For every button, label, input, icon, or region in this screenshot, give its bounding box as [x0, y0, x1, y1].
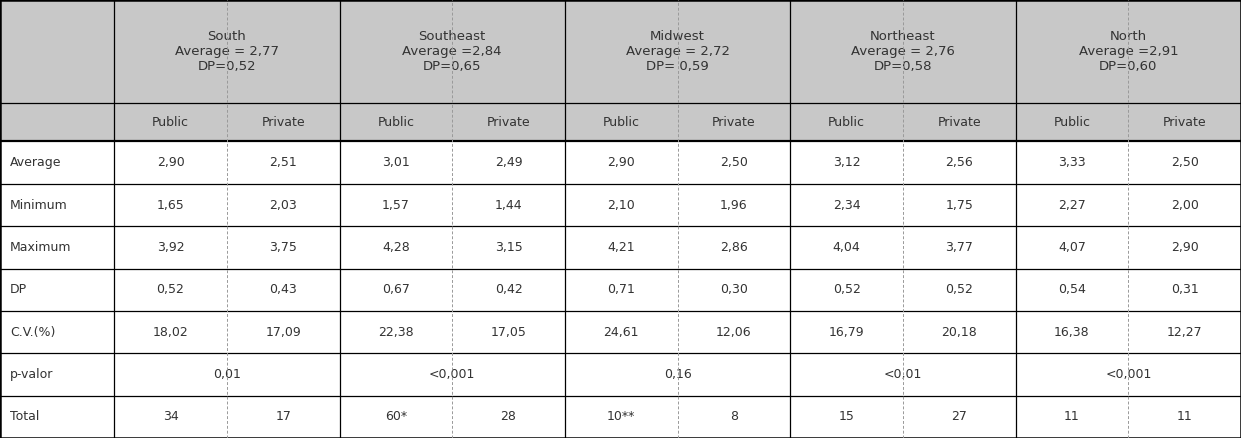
- Bar: [0, 311, 1241, 353]
- Text: 1,65: 1,65: [156, 198, 185, 212]
- Bar: [0, 103, 1241, 141]
- Text: 0,42: 0,42: [495, 283, 522, 296]
- Text: Midwest
Average = 2,72
DP= 0,59: Midwest Average = 2,72 DP= 0,59: [625, 30, 730, 73]
- Text: 17: 17: [276, 410, 292, 423]
- Text: 0,67: 0,67: [382, 283, 410, 296]
- Text: 0,71: 0,71: [607, 283, 635, 296]
- Text: 2,50: 2,50: [720, 156, 748, 169]
- Text: Private: Private: [262, 116, 305, 129]
- Text: DP: DP: [10, 283, 27, 296]
- Text: 1,44: 1,44: [495, 198, 522, 212]
- Text: 3,12: 3,12: [833, 156, 860, 169]
- Text: 1,96: 1,96: [720, 198, 748, 212]
- Text: 2,90: 2,90: [156, 156, 185, 169]
- Text: 11: 11: [1064, 410, 1080, 423]
- Bar: [0, 141, 1241, 184]
- Text: 20,18: 20,18: [942, 325, 977, 339]
- Text: 22,38: 22,38: [379, 325, 413, 339]
- Text: 12,06: 12,06: [716, 325, 752, 339]
- Text: Private: Private: [937, 116, 982, 129]
- Text: 2,00: 2,00: [1170, 198, 1199, 212]
- Text: 3,01: 3,01: [382, 156, 410, 169]
- Bar: [0, 0, 1241, 103]
- Bar: [0, 268, 1241, 311]
- Text: 0,54: 0,54: [1059, 283, 1086, 296]
- Text: 2,56: 2,56: [946, 156, 973, 169]
- Text: <0,001: <0,001: [1106, 368, 1152, 381]
- Text: Private: Private: [486, 116, 530, 129]
- Text: p-valor: p-valor: [10, 368, 53, 381]
- Text: 10**: 10**: [607, 410, 635, 423]
- Text: 2,10: 2,10: [607, 198, 635, 212]
- Bar: [0, 226, 1241, 268]
- Text: <0,01: <0,01: [884, 368, 922, 381]
- Text: 3,92: 3,92: [156, 241, 185, 254]
- Text: Total: Total: [10, 410, 40, 423]
- Text: Southeast
Average =2,84
DP=0,65: Southeast Average =2,84 DP=0,65: [402, 30, 501, 73]
- Text: 27: 27: [952, 410, 967, 423]
- Text: 1,57: 1,57: [382, 198, 410, 212]
- Text: 0,30: 0,30: [720, 283, 748, 296]
- Text: 0,52: 0,52: [833, 283, 860, 296]
- Text: South
Average = 2,77
DP=0,52: South Average = 2,77 DP=0,52: [175, 30, 279, 73]
- Text: 4,07: 4,07: [1059, 241, 1086, 254]
- Text: 0,31: 0,31: [1170, 283, 1199, 296]
- Text: 4,28: 4,28: [382, 241, 410, 254]
- Bar: [0, 353, 1241, 396]
- Text: 18,02: 18,02: [153, 325, 189, 339]
- Text: 17,09: 17,09: [266, 325, 302, 339]
- Text: Private: Private: [712, 116, 756, 129]
- Text: 2,90: 2,90: [607, 156, 635, 169]
- Text: 2,90: 2,90: [1170, 241, 1199, 254]
- Text: Public: Public: [828, 116, 865, 129]
- Text: 3,75: 3,75: [269, 241, 297, 254]
- Text: Public: Public: [151, 116, 189, 129]
- Text: North
Average =2,91
DP=0,60: North Average =2,91 DP=0,60: [1078, 30, 1178, 73]
- Text: 1,75: 1,75: [946, 198, 973, 212]
- Text: 2,50: 2,50: [1170, 156, 1199, 169]
- Bar: [0, 184, 1241, 226]
- Text: Maximum: Maximum: [10, 241, 72, 254]
- Text: 24,61: 24,61: [603, 325, 639, 339]
- Text: 0,16: 0,16: [664, 368, 691, 381]
- Text: Average: Average: [10, 156, 61, 169]
- Text: 16,38: 16,38: [1054, 325, 1090, 339]
- Text: 2,49: 2,49: [495, 156, 522, 169]
- Text: 0,01: 0,01: [213, 368, 241, 381]
- Text: 12,27: 12,27: [1167, 325, 1203, 339]
- Text: 3,15: 3,15: [495, 241, 522, 254]
- Text: 4,04: 4,04: [833, 241, 860, 254]
- Text: Public: Public: [1054, 116, 1091, 129]
- Text: 4,21: 4,21: [607, 241, 635, 254]
- Text: 2,86: 2,86: [720, 241, 748, 254]
- Text: 8: 8: [730, 410, 738, 423]
- Text: 2,03: 2,03: [269, 198, 297, 212]
- Text: 2,27: 2,27: [1059, 198, 1086, 212]
- Text: 3,77: 3,77: [946, 241, 973, 254]
- Bar: [0, 396, 1241, 438]
- Text: 34: 34: [163, 410, 179, 423]
- Text: 2,51: 2,51: [269, 156, 297, 169]
- Text: 15: 15: [839, 410, 855, 423]
- Text: 16,79: 16,79: [829, 325, 865, 339]
- Text: 2,34: 2,34: [833, 198, 860, 212]
- Text: 60*: 60*: [385, 410, 407, 423]
- Text: 11: 11: [1176, 410, 1193, 423]
- Text: Minimum: Minimum: [10, 198, 68, 212]
- Text: 0,43: 0,43: [269, 283, 297, 296]
- Text: 0,52: 0,52: [946, 283, 973, 296]
- Text: <0,001: <0,001: [429, 368, 475, 381]
- Text: Public: Public: [603, 116, 640, 129]
- Text: 17,05: 17,05: [490, 325, 526, 339]
- Text: C.V.(%): C.V.(%): [10, 325, 56, 339]
- Text: 0,52: 0,52: [156, 283, 185, 296]
- Text: 3,33: 3,33: [1059, 156, 1086, 169]
- Text: Northeast
Average = 2,76
DP=0,58: Northeast Average = 2,76 DP=0,58: [851, 30, 954, 73]
- Text: Public: Public: [377, 116, 414, 129]
- Text: 28: 28: [500, 410, 516, 423]
- Text: Private: Private: [1163, 116, 1206, 129]
